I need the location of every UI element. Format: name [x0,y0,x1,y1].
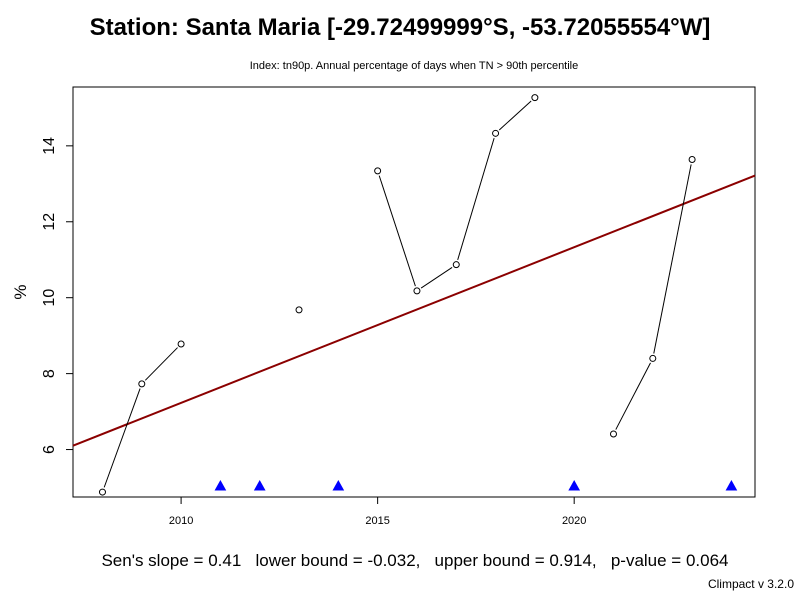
series-line-segment [378,175,416,287]
stats-footer: Sen's slope = 0.41 lower bound = -0.032,… [101,551,729,570]
y-tick-label: 8 [41,369,58,378]
missing-year-marker [332,479,345,491]
trend-line [72,174,756,447]
series-line-segment [615,362,651,430]
x-tick-label: 2015 [365,515,389,527]
data-point [609,430,617,438]
series-line-segment [144,347,178,381]
series-line-segment [103,388,141,488]
x-tick-label: 2010 [169,515,193,527]
data-point [531,94,539,102]
series-line-segment [498,100,532,131]
data-point [492,129,500,137]
chart-subtitle: Index: tn90p. Annual percentage of days … [249,60,579,72]
series-line-segment [653,164,692,354]
data-point [98,488,106,496]
data-point [177,340,185,348]
data-point [295,306,303,314]
series-line-segment [457,137,495,261]
plot-frame [72,86,756,498]
missing-year-marker [568,479,581,491]
data-point [413,287,421,295]
missing-year-marker [214,479,227,491]
series-line-segment [420,267,453,289]
y-axis-label: % [11,284,30,299]
data-point [649,354,657,362]
y-tick-label: 12 [41,213,58,231]
y-tick-label: 6 [41,445,58,454]
data-point [374,167,382,175]
chart-title: Station: Santa Maria [-29.72499999°S, -5… [89,14,711,41]
data-point [688,156,696,164]
x-tick-label: 2020 [562,515,586,527]
data-point [452,261,460,269]
missing-year-marker [253,479,266,491]
y-tick-label: 14 [41,137,58,155]
y-tick-label: 10 [41,289,58,307]
data-point [138,380,146,388]
software-credit: Climpact v 3.2.0 [707,577,794,591]
missing-year-marker [725,479,738,491]
